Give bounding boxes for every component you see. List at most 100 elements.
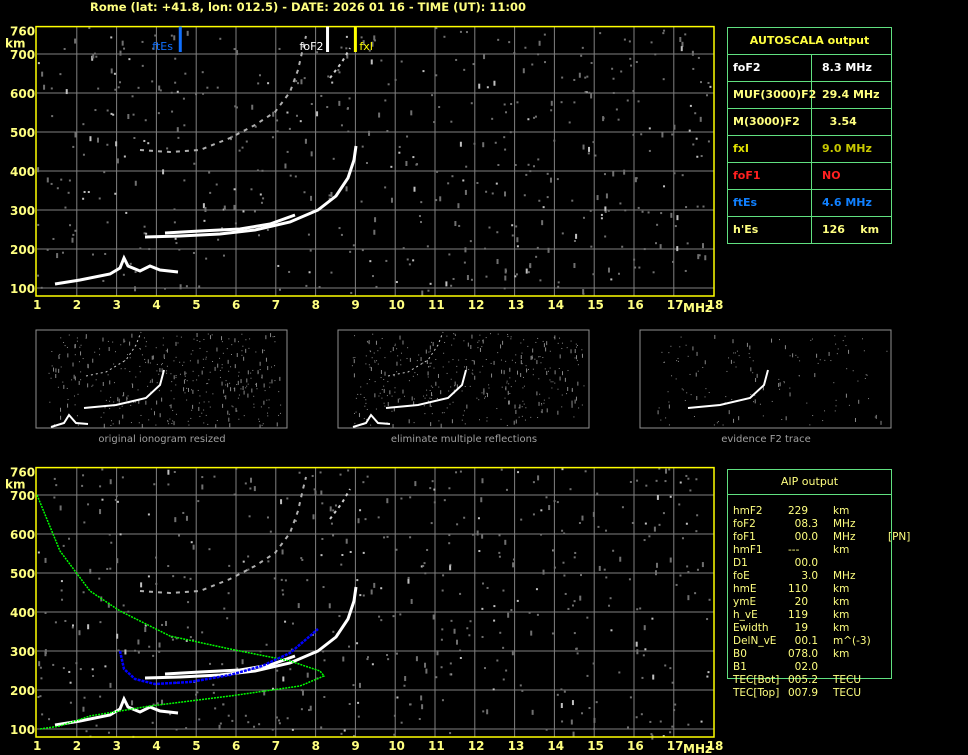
noise-dot bbox=[91, 55, 94, 61]
thumbnail-noise bbox=[681, 388, 683, 390]
aip-cell: 078.0 bbox=[788, 648, 819, 660]
noise-dot bbox=[695, 137, 698, 140]
thumbnail-noise bbox=[438, 386, 440, 388]
noise-dot bbox=[579, 595, 582, 601]
x-tick-label: 18 bbox=[707, 739, 724, 753]
thumbnail-noise bbox=[816, 353, 818, 358]
noise-dot bbox=[574, 551, 577, 554]
noise-dot bbox=[52, 663, 55, 666]
noise-dot bbox=[221, 227, 224, 230]
thumbnail-noise bbox=[554, 382, 556, 384]
noise-dot bbox=[485, 190, 488, 193]
thumbnail-noise bbox=[206, 383, 208, 385]
noise-dot bbox=[707, 140, 710, 143]
thumbnail-noise bbox=[221, 381, 223, 386]
thumbnail-noise bbox=[60, 337, 62, 339]
noise-dot bbox=[534, 115, 537, 118]
noise-dot bbox=[271, 728, 274, 731]
thumbnail-noise bbox=[429, 345, 431, 350]
thumbnail-noise bbox=[551, 387, 553, 389]
noise-dot bbox=[157, 112, 160, 115]
noise-dot bbox=[507, 612, 510, 618]
thumbnail-noise bbox=[530, 416, 532, 418]
thumbnail-noise bbox=[505, 386, 507, 391]
thumbnail-noise bbox=[184, 392, 186, 394]
thumbnail-noise bbox=[158, 390, 160, 392]
thumbnail-noise bbox=[431, 392, 433, 397]
noise-dot bbox=[486, 709, 489, 715]
noise-dot bbox=[62, 544, 65, 547]
noise-dot bbox=[233, 204, 236, 210]
noise-dot bbox=[286, 717, 289, 720]
noise-dot bbox=[452, 277, 455, 280]
aip-cell: TECU bbox=[833, 674, 862, 686]
noise-dot bbox=[575, 647, 578, 650]
noise-dot bbox=[450, 284, 453, 287]
thumbnail-noise bbox=[141, 423, 143, 428]
aip-cell: 00.0 bbox=[788, 557, 819, 569]
thumbnail-noise bbox=[682, 389, 684, 391]
noise-dot bbox=[178, 534, 181, 537]
noise-dot bbox=[129, 262, 132, 265]
thumbnail-noise bbox=[371, 357, 373, 359]
noise-dot bbox=[681, 174, 684, 177]
x-tick-label: 6 bbox=[232, 298, 240, 312]
thumbnail-noise bbox=[266, 399, 268, 401]
noise-dot bbox=[316, 51, 319, 54]
thumbnail-noise bbox=[443, 412, 445, 414]
noise-dot bbox=[116, 633, 119, 639]
noise-dot bbox=[573, 600, 576, 603]
noise-dot bbox=[384, 99, 387, 102]
noise-dot bbox=[476, 530, 479, 536]
noise-dot bbox=[286, 111, 289, 114]
thumbnail-noise bbox=[243, 415, 245, 417]
thumbnail-noise bbox=[175, 384, 177, 386]
noise-dot bbox=[561, 529, 564, 532]
noise-dot bbox=[623, 169, 626, 175]
noise-dot bbox=[148, 645, 151, 648]
noise-dot bbox=[236, 50, 239, 56]
thumbnail-noise bbox=[797, 356, 799, 358]
noise-dot bbox=[87, 503, 90, 506]
thumbnail-noise bbox=[467, 342, 469, 347]
thumbnail-noise bbox=[675, 378, 677, 380]
noise-dot bbox=[328, 603, 331, 609]
thumbnail-noise bbox=[478, 419, 480, 421]
thumbnail-noise bbox=[183, 379, 185, 384]
noise-dot bbox=[331, 81, 334, 84]
noise-dot bbox=[470, 278, 473, 281]
noise-dot bbox=[147, 575, 150, 578]
thumbnail-noise bbox=[225, 380, 227, 382]
thumbnail-noise bbox=[365, 355, 367, 357]
aip-cell: B1 bbox=[733, 661, 747, 673]
thumbnail-noise bbox=[109, 380, 111, 385]
noise-dot bbox=[216, 86, 219, 89]
thumbnail-noise bbox=[278, 391, 280, 393]
noise-dot bbox=[504, 269, 507, 272]
thumbnail-noise bbox=[117, 397, 119, 402]
noise-dot bbox=[477, 517, 480, 520]
noise-dot bbox=[174, 81, 177, 84]
thumbnail-noise bbox=[228, 413, 230, 415]
noise-dot bbox=[310, 195, 313, 201]
thumbnail-noise bbox=[886, 350, 888, 352]
thumbnail-noise bbox=[484, 396, 486, 398]
noise-dot bbox=[652, 674, 655, 680]
noise-dot bbox=[174, 57, 177, 60]
noise-dot bbox=[529, 170, 532, 173]
thumbnail-noise bbox=[477, 347, 479, 349]
noise-dot bbox=[628, 40, 631, 43]
noise-dot bbox=[620, 70, 623, 73]
thumbnail-noise bbox=[267, 415, 269, 417]
thumbnail-noise bbox=[814, 373, 816, 378]
thumbnail-noise bbox=[394, 345, 396, 347]
noise-dot bbox=[59, 505, 62, 511]
thumbnail-noise bbox=[868, 398, 870, 400]
x-tick-label: 8 bbox=[312, 298, 320, 312]
noise-dot bbox=[527, 271, 530, 274]
noise-dot bbox=[573, 78, 576, 81]
noise-dot bbox=[183, 576, 186, 579]
noise-dot bbox=[280, 578, 283, 581]
noise-dot bbox=[455, 471, 458, 474]
noise-dot bbox=[328, 197, 331, 200]
